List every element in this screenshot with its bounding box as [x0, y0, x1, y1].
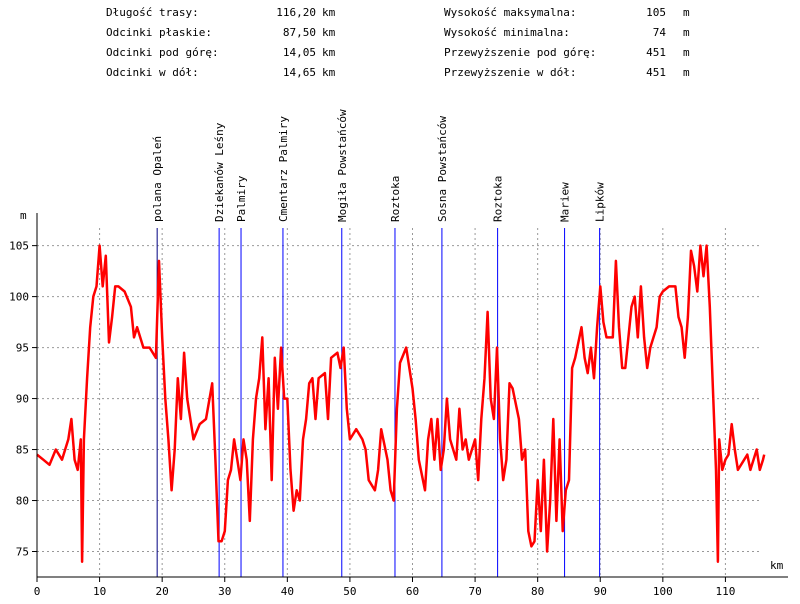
stat-value: 74: [653, 26, 667, 39]
waypoint-label: Roztoka: [492, 176, 505, 222]
waypoint-label: Lipków: [594, 182, 607, 222]
stat-label: Przewyższenie w dół:: [444, 66, 576, 79]
stat-label: Odcinki pod górę:: [106, 46, 219, 59]
x-tick-label: 50: [343, 585, 356, 598]
stat-value: 87,50: [283, 26, 316, 39]
y-tick-label: 75: [16, 546, 29, 559]
waypoint-label: Mariew: [559, 182, 572, 222]
x-tick-label: 30: [218, 585, 231, 598]
y-tick-label: 85: [16, 444, 29, 457]
stat-value: 14,65: [283, 66, 316, 79]
waypoint-label: Roztoka: [389, 176, 402, 222]
stat-unit: m: [683, 46, 690, 59]
stat-label: Odcinki w dół:: [106, 66, 199, 79]
stat-value: 451: [646, 66, 666, 79]
stat-value: 116,20: [276, 6, 316, 19]
x-tick-label: 90: [594, 585, 607, 598]
waypoint-label: polana Opaleń: [151, 136, 164, 222]
x-tick-label: 110: [715, 585, 735, 598]
y-tick-label: 90: [16, 393, 29, 406]
x-tick-label: 70: [468, 585, 481, 598]
stat-label: Wysokość minimalna:: [444, 26, 570, 39]
stat-unit: m: [683, 66, 690, 79]
y-axis-label: m: [20, 209, 27, 222]
y-tick-label: 95: [16, 342, 29, 355]
stat-label: Długość trasy:: [106, 6, 199, 19]
y-tick-label: 105: [9, 240, 29, 253]
stat-value: 105: [646, 6, 666, 19]
stat-label: Odcinki płaskie:: [106, 26, 212, 39]
x-tick-label: 10: [93, 585, 106, 598]
waypoint-label: Dziekanów Leśny: [213, 122, 226, 222]
elevation-line: [36, 244, 766, 563]
waypoint-label: Sosna Powstańców: [436, 116, 449, 222]
stat-unit: km: [322, 26, 336, 39]
stat-unit: m: [683, 26, 690, 39]
x-tick-label: 100: [653, 585, 673, 598]
x-tick-label: 0: [34, 585, 41, 598]
y-tick-label: 100: [9, 291, 29, 304]
waypoint-label: Palmiry: [235, 175, 248, 222]
stat-value: 14,05: [283, 46, 316, 59]
x-tick-label: 40: [281, 585, 294, 598]
stat-unit: km: [322, 66, 336, 79]
x-axis-label: km: [770, 559, 784, 572]
y-tick-label: 80: [16, 495, 29, 508]
stat-unit: km: [322, 6, 336, 19]
waypoint-label: Mogiła Powstańców: [336, 109, 349, 222]
x-tick-label: 80: [531, 585, 544, 598]
x-tick-label: 20: [156, 585, 169, 598]
stat-unit: km: [322, 46, 336, 59]
stat-label: Przewyższenie pod górę:: [444, 46, 596, 59]
stat-value: 451: [646, 46, 666, 59]
stat-unit: m: [683, 6, 690, 19]
x-tick-label: 60: [406, 585, 419, 598]
waypoint-label: Cmentarz Palmiry: [277, 116, 290, 222]
stat-label: Wysokość maksymalna:: [444, 6, 576, 19]
